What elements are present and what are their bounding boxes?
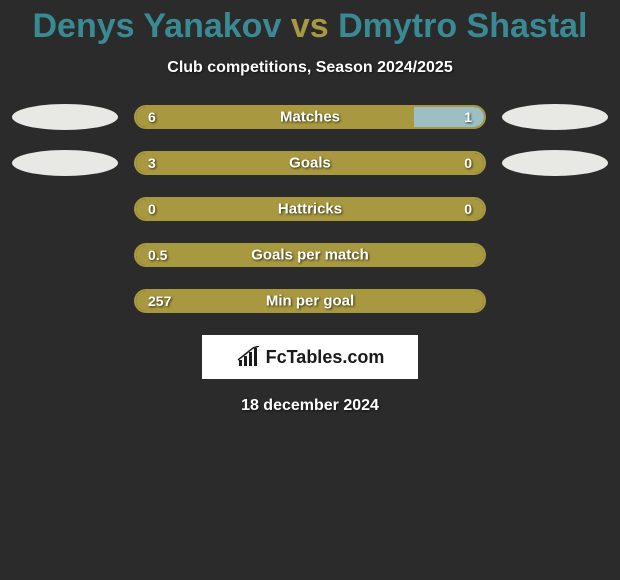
stat-row: 3 Goals 0 <box>0 151 620 175</box>
stat-label: Hattricks <box>278 201 342 218</box>
stat-value-left: 257 <box>148 293 171 309</box>
spacer <box>12 242 118 268</box>
stat-bar: 0 Hattricks 0 <box>134 197 486 221</box>
stat-bar: 3 Goals 0 <box>134 151 486 175</box>
player2-name: Dmytro Shastal <box>338 7 587 45</box>
player2-badge <box>502 150 608 176</box>
comparison-title: Denys Yanakov vs Dmytro Shastal <box>0 0 620 45</box>
vs-text: vs <box>291 7 329 45</box>
subtitle: Club competitions, Season 2024/2025 <box>0 59 620 77</box>
stat-value-left: 3 <box>148 155 156 171</box>
branding-badge: FcTables.com <box>202 335 418 379</box>
bar-left-fill <box>136 107 414 127</box>
spacer <box>502 288 608 314</box>
player1-name: Denys Yanakov <box>33 7 282 45</box>
player1-badge <box>12 150 118 176</box>
stat-row: 6 Matches 1 <box>0 105 620 129</box>
stat-value-right: 0 <box>464 201 472 217</box>
date-label: 18 december 2024 <box>0 397 620 415</box>
stat-bar: 6 Matches 1 <box>134 105 486 129</box>
stat-row: 0 Hattricks 0 <box>0 197 620 221</box>
bar-right-fill <box>414 107 484 127</box>
stat-value-left: 0.5 <box>148 247 167 263</box>
stat-bar: 257 Min per goal <box>134 289 486 313</box>
stat-label: Goals per match <box>251 247 369 264</box>
spacer <box>502 242 608 268</box>
stat-label: Matches <box>280 109 340 126</box>
stat-label: Min per goal <box>266 293 354 310</box>
stat-value-left: 0 <box>148 201 156 217</box>
spacer <box>12 196 118 222</box>
player2-badge <box>502 104 608 130</box>
stat-row: 257 Min per goal <box>0 289 620 313</box>
player1-badge <box>12 104 118 130</box>
spacer <box>12 288 118 314</box>
stat-value-right: 1 <box>464 109 472 125</box>
comparison-chart: 6 Matches 1 3 Goals 0 0 Hattricks 0 0.5 Goals per … <box>0 105 620 313</box>
stat-label: Goals <box>289 155 331 172</box>
stat-value-right: 0 <box>464 155 472 171</box>
branding-text: FcTables.com <box>266 347 385 368</box>
stat-value-left: 6 <box>148 109 156 125</box>
stat-row: 0.5 Goals per match <box>0 243 620 267</box>
chart-icon <box>236 346 262 368</box>
stat-bar: 0.5 Goals per match <box>134 243 486 267</box>
spacer <box>502 196 608 222</box>
